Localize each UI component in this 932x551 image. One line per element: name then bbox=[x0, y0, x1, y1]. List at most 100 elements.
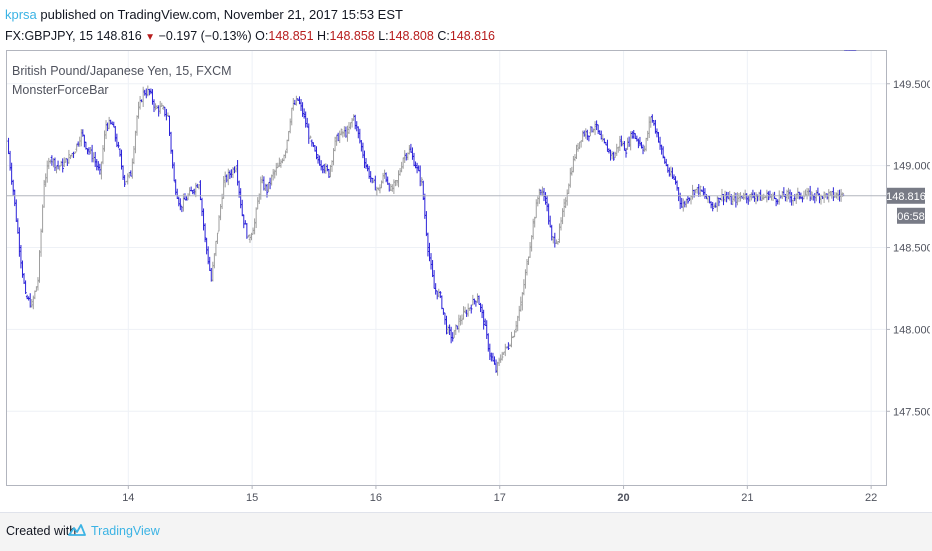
price-bar bbox=[395, 180, 399, 186]
price-bar bbox=[742, 192, 745, 200]
price-bar bbox=[346, 125, 349, 142]
price-bar bbox=[315, 146, 318, 160]
x-tick-label: 14 bbox=[122, 492, 134, 504]
price-bar bbox=[154, 103, 157, 111]
tradingview-logo-icon[interactable] bbox=[68, 522, 86, 538]
price-bar bbox=[562, 198, 566, 217]
y-tick-label: 147.500 bbox=[893, 406, 930, 418]
tradingview-brand-link[interactable]: TradingView bbox=[91, 524, 160, 538]
quote-line: FX:GBPJPY, 15 148.816 ▼ −0.197 (−0.13%) … bbox=[5, 27, 495, 45]
price-bar bbox=[377, 187, 380, 191]
price-bar bbox=[668, 167, 671, 177]
price-bar bbox=[36, 277, 40, 291]
price-bar bbox=[587, 135, 591, 142]
current-price-badge-text: 148.816 bbox=[886, 191, 926, 203]
price-bar bbox=[525, 259, 529, 276]
price-bar bbox=[711, 202, 714, 212]
x-tick-label: 15 bbox=[246, 492, 258, 504]
published-text: published on TradingView.com, November 2… bbox=[40, 7, 403, 22]
price-bar bbox=[600, 130, 603, 140]
price-bar bbox=[284, 150, 287, 159]
price-bar bbox=[30, 299, 33, 308]
price-axis[interactable]: 149.500 149.000 148.500 148.000 147.500 bbox=[886, 79, 932, 419]
low-label: L: bbox=[378, 29, 389, 43]
y-tick-label: 148.000 bbox=[893, 324, 930, 336]
x-tick-label: 17 bbox=[494, 492, 506, 504]
price-bar bbox=[501, 351, 504, 361]
price-bar bbox=[80, 128, 83, 147]
price-bar bbox=[185, 196, 188, 201]
price-bar bbox=[401, 157, 405, 169]
low-value: 148.808 bbox=[388, 29, 434, 43]
x-tick-label: 21 bbox=[741, 492, 753, 504]
countdown-badge-text: 06:58 bbox=[897, 211, 925, 223]
price-bar bbox=[624, 147, 628, 158]
price-bar bbox=[829, 190, 832, 196]
price-bar bbox=[117, 141, 120, 149]
x-tick-label: 16 bbox=[370, 492, 382, 504]
price-bar bbox=[98, 163, 102, 175]
time-axis[interactable]: 1415161720212223 bbox=[122, 485, 930, 504]
price-bar bbox=[661, 146, 665, 159]
price-bar bbox=[241, 199, 244, 217]
last-price: 148.816 bbox=[96, 29, 142, 43]
price-bar bbox=[439, 291, 442, 299]
price-bar bbox=[686, 195, 690, 204]
price-bar bbox=[717, 197, 721, 207]
high-label: H: bbox=[317, 29, 330, 43]
high-value: 148.858 bbox=[329, 29, 375, 43]
price-bar bbox=[822, 191, 826, 204]
close-value: 148.816 bbox=[449, 29, 496, 43]
legend-instrument: British Pound/Japanese Yen, 15, FXCM bbox=[12, 64, 232, 78]
price-bar bbox=[556, 240, 560, 245]
price-bar bbox=[191, 190, 194, 195]
price-bar bbox=[18, 227, 21, 257]
price-bar bbox=[160, 102, 163, 107]
price-bar bbox=[216, 232, 219, 244]
price-bar bbox=[278, 157, 281, 167]
price-bar bbox=[141, 86, 145, 108]
price-bar bbox=[11, 179, 15, 196]
author-link[interactable]: kprsa bbox=[5, 7, 37, 22]
price-bar bbox=[488, 343, 492, 361]
price-bar bbox=[73, 151, 77, 155]
price-bar bbox=[247, 234, 250, 238]
price-bar bbox=[463, 306, 467, 313]
price-bar bbox=[451, 332, 454, 342]
price-bar bbox=[67, 149, 71, 164]
price-bar bbox=[253, 218, 256, 235]
price-bar bbox=[550, 224, 553, 241]
price-bar bbox=[816, 187, 820, 195]
price-bar bbox=[302, 108, 306, 119]
price-chart[interactable]: 149.500 149.000 148.500 148.000 147.500 14 15… bbox=[6, 49, 932, 510]
y-tick-label: 149.000 bbox=[893, 161, 930, 173]
price-bar bbox=[482, 309, 485, 330]
price-bar bbox=[123, 174, 126, 187]
symbol-label: FX:GBPJPY, 15 bbox=[5, 29, 94, 43]
price-bar bbox=[321, 165, 324, 174]
price-bar bbox=[531, 218, 535, 240]
price-bar bbox=[340, 128, 343, 136]
legend-indicator[interactable]: MonsterForceBar bbox=[12, 83, 109, 97]
price-change: −0.197 (−0.13%) bbox=[158, 29, 252, 43]
chart-area[interactable]: 149.500 149.000 148.500 148.000 147.500 14 15… bbox=[6, 49, 932, 510]
current-price-badge bbox=[887, 187, 925, 204]
price-bar bbox=[179, 198, 182, 211]
price-bar bbox=[364, 158, 368, 169]
price-bar bbox=[618, 135, 622, 151]
created-with-text: Created with bbox=[6, 524, 77, 538]
price-bar bbox=[699, 185, 702, 197]
price-bar bbox=[593, 121, 597, 136]
x-tick-label: 20 bbox=[617, 492, 629, 504]
price-bar bbox=[24, 280, 27, 295]
y-tick-label: 148.500 bbox=[893, 243, 930, 255]
price-bar bbox=[414, 161, 417, 169]
price-bar bbox=[148, 88, 151, 96]
price-bar bbox=[612, 151, 615, 161]
price-bars bbox=[7, 49, 857, 376]
price-bar bbox=[408, 145, 411, 155]
price-bar bbox=[649, 116, 652, 128]
price-bar bbox=[637, 138, 640, 149]
price-bar bbox=[420, 177, 423, 186]
price-bar bbox=[569, 167, 572, 188]
